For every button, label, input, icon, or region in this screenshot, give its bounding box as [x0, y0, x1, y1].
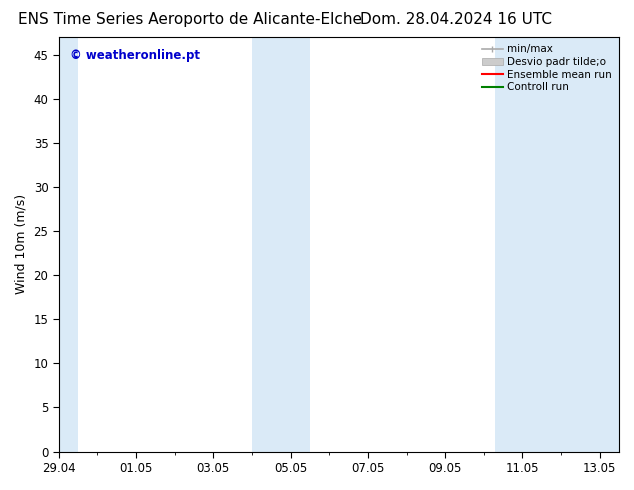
Bar [55, 37, 78, 452]
Y-axis label: Wind 10m (m/s): Wind 10m (m/s) [15, 194, 28, 294]
Text: Dom. 28.04.2024 16 UTC: Dom. 28.04.2024 16 UTC [361, 12, 552, 27]
Text: © weatheronline.pt: © weatheronline.pt [70, 49, 200, 63]
Text: ENS Time Series Aeroporto de Alicante-Elche: ENS Time Series Aeroporto de Alicante-El… [18, 12, 362, 27]
Bar [252, 37, 310, 452]
Bar [495, 37, 619, 452]
Legend: min/max, Desvio padr tilde;o, Ensemble mean run, Controll run: min/max, Desvio padr tilde;o, Ensemble m… [480, 42, 614, 94]
